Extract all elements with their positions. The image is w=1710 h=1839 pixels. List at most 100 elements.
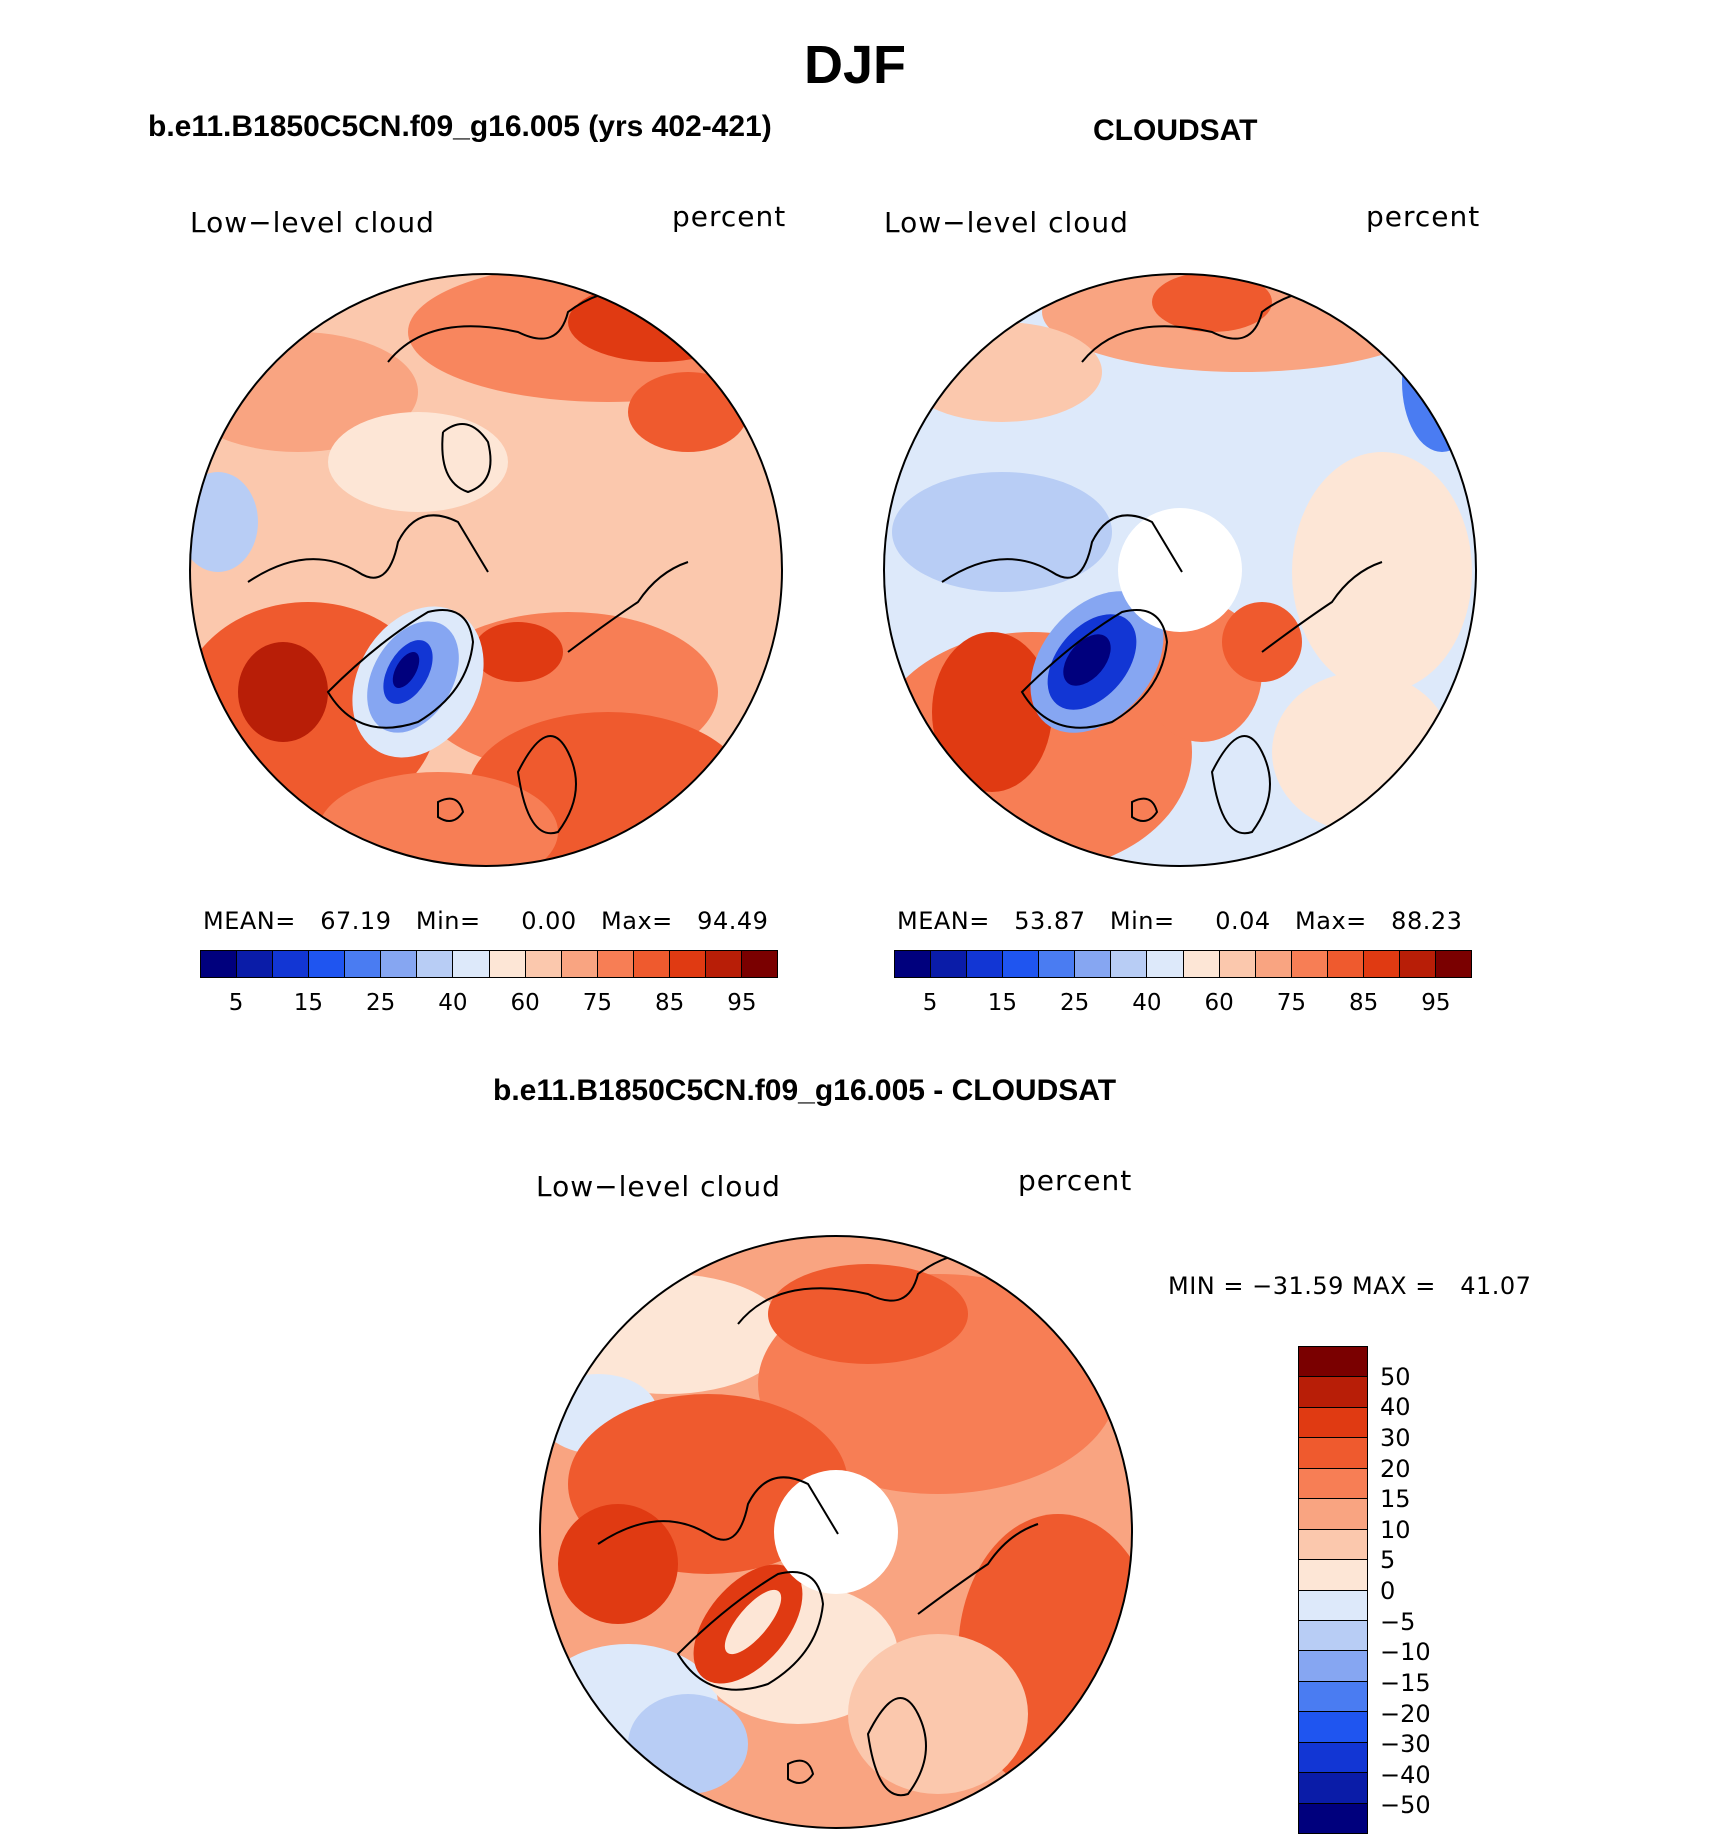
- diff-colorbar-swatches: [1298, 1346, 1368, 1834]
- colorbar-swatch: [525, 951, 562, 977]
- model-min-label: Min=: [415, 907, 481, 935]
- colorbar-swatch: [1363, 951, 1400, 977]
- diff-polar-map: [539, 1235, 1133, 1829]
- colorbar-tick-label: 95: [1421, 990, 1451, 1016]
- colorbar-swatch: [1399, 951, 1436, 977]
- obs-panel-title: CLOUDSAT: [1093, 114, 1258, 147]
- colorbar-tick-label: 60: [510, 990, 540, 1016]
- season-title: DJF: [803, 35, 906, 95]
- colorbar-swatch: [1299, 1347, 1367, 1378]
- colorbar-swatch: [1299, 1590, 1367, 1621]
- colorbar-swatch: [1327, 951, 1364, 977]
- colorbar-tick-label: 10: [1380, 1515, 1411, 1544]
- colorbar-tick-label: 40: [438, 990, 468, 1016]
- colorbar-swatch: [453, 951, 490, 977]
- colorbar-swatch: [1299, 1377, 1367, 1408]
- colorbar-swatch: [1299, 1651, 1367, 1682]
- diff-colorbar-ticks: 50 40 30 20 15 10 5 0 −5 −10 −15 −20 −30 −40 −50: [1380, 1346, 1460, 1836]
- diff-panel-title: b.e11.B1850C5CN.f09_g16.005 - CLOUDSAT: [493, 1074, 1117, 1107]
- colorbar-tick-label: 30: [1380, 1423, 1411, 1452]
- colorbar-swatch: [1219, 951, 1256, 977]
- colorbar-swatch: [705, 951, 742, 977]
- obs-colorbar: 5 15 25 40 60 75 85 95: [894, 950, 1472, 1020]
- colorbar-swatch: [561, 951, 598, 977]
- colorbar-swatch: [1075, 951, 1112, 977]
- colorbar-tick-label: 0: [1380, 1577, 1396, 1605]
- colorbar-swatch: [273, 951, 310, 977]
- colorbar-swatch: [1299, 1620, 1367, 1652]
- obs-colorbar-ticks: 5 15 25 40 60 75 85 95: [894, 990, 1472, 1020]
- colorbar-swatch: [1299, 1499, 1367, 1530]
- colorbar-swatch: [1291, 951, 1328, 977]
- colorbar-tick-label: 75: [582, 990, 613, 1016]
- model-min-value: 0.00: [521, 907, 577, 935]
- colorbar-swatch: [1039, 951, 1076, 977]
- model-max-label: Max=: [601, 907, 673, 935]
- model-polar-map: [189, 273, 783, 867]
- colorbar-tick-label: −30: [1380, 1730, 1431, 1759]
- colorbar-tick-label: 20: [1380, 1454, 1411, 1483]
- colorbar-swatch: [345, 951, 382, 977]
- colorbar-swatch: [597, 951, 634, 977]
- colorbar-swatch: [381, 951, 418, 977]
- colorbar-tick-label: 5: [228, 990, 244, 1016]
- colorbar-tick-label: 15: [293, 990, 324, 1016]
- colorbar-swatch: [1299, 1681, 1367, 1713]
- obs-max-value: 88.23: [1391, 907, 1463, 935]
- colorbar-tick-label: −10: [1380, 1638, 1431, 1667]
- colorbar-tick-label: −20: [1380, 1699, 1431, 1728]
- colorbar-tick-label: 25: [1059, 990, 1090, 1016]
- colorbar-tick-label: 85: [654, 990, 685, 1016]
- colorbar-swatch: [1299, 1742, 1367, 1774]
- model-panel-title: b.e11.B1850C5CN.f09_g16.005 (yrs 402-421…: [148, 110, 772, 143]
- colorbar-swatch: [1299, 1407, 1367, 1439]
- obs-polar-map: [883, 273, 1477, 867]
- model-mean-value: 67.19: [320, 907, 392, 935]
- colorbar-tick-label: −40: [1380, 1760, 1431, 1789]
- model-colorbar: 5 15 25 40 60 75 85 95: [200, 950, 778, 1020]
- model-units-label: percent: [672, 200, 787, 233]
- obs-variable-label: Low−level cloud: [884, 206, 1129, 239]
- diff-stats: MIN = −31.59 MAX = 41.07: [1168, 1272, 1532, 1300]
- colorbar-swatch: [1299, 1468, 1367, 1500]
- colorbar-swatch: [1147, 951, 1184, 977]
- colorbar-swatch: [967, 951, 1004, 977]
- colorbar-swatch: [1299, 1803, 1367, 1833]
- colorbar-swatch: [741, 951, 777, 977]
- colorbar-tick-label: 5: [1380, 1546, 1396, 1575]
- colorbar-swatch: [1435, 951, 1471, 977]
- colorbar-tick-label: 15: [1380, 1485, 1411, 1514]
- colorbar-tick-label: 25: [365, 990, 396, 1016]
- colorbar-swatch: [1183, 951, 1220, 977]
- obs-stats: MEAN= 53.87 Min= 0.04 Max= 88.23: [897, 907, 1462, 935]
- colorbar-swatch: [417, 951, 454, 977]
- colorbar-swatch: [1299, 1773, 1367, 1804]
- diff-colorbar: [1298, 1346, 1368, 1836]
- colorbar-tick-label: 15: [987, 990, 1018, 1016]
- colorbar-swatch: [237, 951, 274, 977]
- colorbar-tick-label: 40: [1132, 990, 1162, 1016]
- obs-max-label: Max=: [1295, 907, 1367, 935]
- colorbar-swatch: [1299, 1712, 1367, 1743]
- model-mean-label: MEAN=: [203, 907, 296, 935]
- colorbar-swatch: [201, 951, 238, 977]
- colorbar-swatch: [669, 951, 706, 977]
- model-stats: MEAN= 67.19 Min= 0.00 Max= 94.49: [203, 907, 768, 935]
- colorbar-tick-label: 85: [1348, 990, 1379, 1016]
- colorbar-tick-label: −15: [1380, 1668, 1431, 1697]
- colorbar-swatch: [1003, 951, 1040, 977]
- colorbar-tick-label: 40: [1380, 1393, 1411, 1422]
- model-colorbar-swatches: [200, 950, 778, 978]
- obs-min-value: 0.04: [1215, 907, 1271, 935]
- colorbar-tick-label: 5: [922, 990, 938, 1016]
- colorbar-swatch: [1111, 951, 1148, 977]
- colorbar-swatch: [309, 951, 346, 977]
- diff-units-label: percent: [1018, 1164, 1133, 1197]
- colorbar-swatch: [633, 951, 670, 977]
- colorbar-tick-label: 60: [1204, 990, 1234, 1016]
- colorbar-swatch: [1255, 951, 1292, 977]
- obs-colorbar-swatches: [894, 950, 1472, 978]
- obs-mean-label: MEAN=: [897, 907, 990, 935]
- colorbar-swatch: [895, 951, 932, 977]
- obs-min-label: Min=: [1109, 907, 1175, 935]
